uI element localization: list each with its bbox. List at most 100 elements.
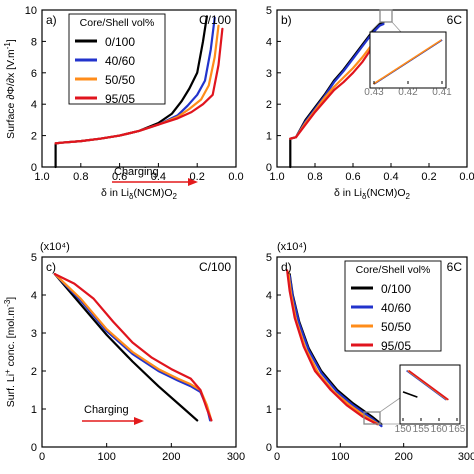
series-a: [54, 15, 224, 169]
y-tick-label-b-5: 5: [266, 5, 272, 17]
x-tick-label-d-0: 0: [274, 451, 280, 463]
legend-label-d-3: 95/05: [381, 339, 411, 353]
x-tick-label-d-2: 200: [394, 451, 412, 463]
multiplier-d: (x10⁴): [277, 241, 307, 253]
x-tick-label-b-1: 0.8: [307, 171, 322, 183]
inset-d-series: [402, 369, 449, 401]
inset-line-b-2: [372, 39, 442, 85]
plot-frame-a: [41, 9, 237, 168]
series-line-d-95-05: [286, 269, 379, 426]
rate-label-b: 6C: [447, 13, 463, 27]
y-tick-label-c-5: 5: [31, 252, 37, 264]
series-line-c-95-05: [53, 273, 213, 422]
y-tick-label-b-0: 0: [266, 162, 272, 174]
x-tick-label-b-5: 0.0: [459, 171, 474, 183]
series-line-c-0-100: [53, 273, 199, 422]
inset-x-tick-label-d-2: 160: [431, 424, 448, 435]
inset-b-series: [372, 39, 443, 85]
series-c: [53, 273, 213, 422]
legend-d: Core/Shell vol% 0/100 40/60 50/50 95/05: [344, 260, 442, 353]
ticks-a: 1.0 0.8 0.6 0.4 0.2 0.0 0 2 4 6 8 10: [25, 5, 244, 183]
series-line-b-95-05: [289, 38, 377, 140]
inset-b-ticks: 0.43 0.42 0.41: [364, 81, 452, 98]
charging-annotation-a: Charging: [112, 166, 198, 186]
y-tick-label-d-1: 1: [266, 404, 272, 416]
y-tick-label-a-2: 4: [31, 99, 37, 111]
zoom-box-b: [379, 9, 393, 23]
y-tick-label-c-2: 2: [31, 366, 37, 378]
x-tick-label-a-4: 0.2: [190, 171, 205, 183]
y-tick-label-d-2: 2: [266, 366, 272, 378]
inset-line-d-0: [402, 391, 418, 398]
x-tick-label-d-3: 300: [458, 451, 474, 463]
charging-label-c: Charging: [84, 404, 129, 416]
series-line-d-40-60: [288, 274, 383, 428]
x-tick-label-a-2: 0.6: [112, 171, 127, 183]
y-tick-label-c-1: 1: [31, 404, 37, 416]
y-tick-label-d-4: 4: [266, 290, 272, 302]
y-tick-label-b-4: 4: [266, 36, 272, 48]
plot-frame-b: [276, 9, 468, 168]
plot-frame-c: [41, 256, 237, 448]
y-tick-label-c-3: 3: [31, 328, 37, 340]
y-tick-label-a-3: 6: [31, 68, 37, 80]
panel-label-a: a): [46, 13, 57, 27]
zoom-connector-b-1: [391, 21, 402, 33]
ticks-c: 0 100 200 300 0 1 2 3 4 5: [31, 252, 245, 463]
series-line-b-40-60: [289, 23, 385, 140]
legend-title-a: Core/Shell vol%: [80, 17, 155, 29]
inset-line-d-3: [408, 369, 449, 401]
y-tick-label-a-1: 2: [31, 131, 37, 143]
legend-label-d-2: 50/50: [381, 320, 411, 334]
y-tick-label-a-5: 10: [25, 5, 37, 17]
y-tick-label-a-0: 0: [31, 162, 37, 174]
series-line-c-50-50: [53, 273, 213, 422]
legend-items-d: 0/100 40/60 50/50 95/05: [351, 282, 411, 353]
legend-label-a-3: 95/05: [105, 92, 135, 106]
x-axis-label-a: δ in Liδ(NCM)O2: [101, 187, 178, 201]
panel-d: 0 100 200 300 0 1 2 3 4 5 d) 6C (x10⁴) Core/Shell…: [266, 241, 474, 463]
panel-c: 0 100 200 300 0 1 2 3 4 5 c) C/100 (x10⁴) Surf. L…: [3, 241, 245, 463]
legend-label-d-0: 0/100: [381, 282, 411, 296]
x-tick-label-a-3: 0.4: [151, 171, 166, 183]
x-tick-label-c-2: 200: [162, 451, 180, 463]
zoom-box-d: [363, 411, 381, 425]
x-tick-label-c-1: 100: [97, 451, 115, 463]
y-tick-label-c-0: 0: [31, 442, 37, 454]
charging-label-a: Charging: [114, 166, 159, 178]
x-tick-label-c-3: 300: [227, 451, 245, 463]
x-tick-label-b-3: 0.4: [383, 171, 398, 183]
charging-arrowhead-a: [188, 178, 198, 186]
y-axis-label-a: Surface ∂Φ/∂x [V.m-1]: [3, 39, 17, 139]
rate-label-a: C/100: [199, 13, 231, 27]
y-tick-label-b-2: 2: [266, 99, 272, 111]
ticks-d: 0 100 200 300 0 1 2 3 4 5: [266, 252, 474, 463]
y-tick-label-b-3: 3: [266, 68, 272, 80]
x-tick-label-a-0: 1.0: [34, 171, 49, 183]
legend-label-a-1: 40/60: [105, 54, 135, 68]
y-tick-label-d-3: 3: [266, 328, 272, 340]
y-tick-label-d-0: 0: [266, 442, 272, 454]
plot-frame-d: [276, 256, 468, 448]
panel-label-c: c): [46, 260, 56, 274]
rate-label-c: C/100: [199, 260, 231, 274]
inset-x-tick-label-d-1: 155: [413, 424, 430, 435]
zoom-connector-b-2: [369, 21, 381, 33]
x-tick-label-a-1: 0.8: [73, 171, 88, 183]
x-tick-label-b-4: 0.2: [421, 171, 436, 183]
x-axis-label-b: δ in Liδ(NCM)O2: [334, 187, 411, 201]
series-line-a-95-05: [54, 27, 224, 145]
y-tick-label-d-5: 5: [266, 252, 272, 264]
x-tick-label-a-5: 0.0: [228, 171, 243, 183]
legend-label-a-2: 50/50: [105, 73, 135, 87]
x-tick-label-d-1: 100: [331, 451, 349, 463]
inset-x-tick-label-d-0: 150: [395, 424, 412, 435]
legend-title-d: Core/Shell vol%: [356, 264, 431, 276]
x-tick-label-c-0: 0: [39, 451, 45, 463]
legend-items-a: 0/100 40/60 50/50 95/05: [75, 35, 135, 106]
inset-x-tick-label-b-2: 0.41: [432, 87, 452, 98]
inset-d-ticks: 150 155 160 165: [395, 418, 466, 435]
multiplier-c: (x10⁴): [40, 241, 70, 253]
y-tick-label-b-1: 1: [266, 131, 272, 143]
